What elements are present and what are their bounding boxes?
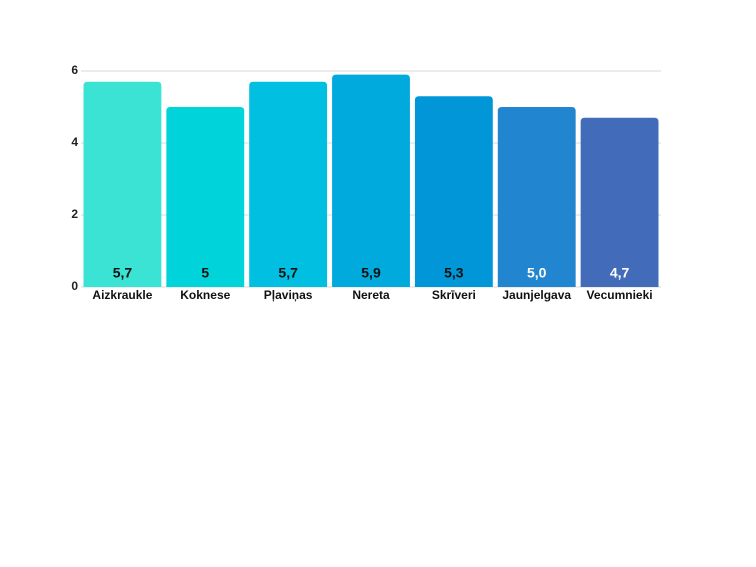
x-tick-label: Nereta [352, 288, 390, 302]
x-tick-label: Aizkraukle [92, 288, 152, 302]
x-tick-label: Koknese [180, 288, 230, 302]
bar [249, 81, 328, 287]
x-tick-label: Jaunjelgava [502, 288, 571, 302]
bar [83, 81, 162, 287]
value-label: 5,3 [444, 265, 464, 281]
y-tick-label: 4 [71, 135, 78, 149]
value-label: 5,7 [278, 265, 298, 281]
bar [580, 117, 659, 287]
bar [497, 107, 576, 287]
y-tick-label: 6 [71, 63, 78, 77]
value-label: 5,0 [527, 265, 547, 281]
x-tick-label: Skrīveri [432, 288, 476, 302]
bar [332, 74, 410, 287]
value-label: 5,9 [361, 265, 381, 281]
value-label: 4,7 [610, 265, 630, 281]
x-tick-label: Vecumnieki [587, 288, 653, 302]
bar [414, 96, 493, 287]
value-label: 5 [201, 265, 209, 281]
x-tick-label: Pļaviņas [264, 288, 313, 302]
bar [166, 107, 245, 287]
value-label: 5,7 [113, 265, 133, 281]
y-tick-label: 2 [71, 207, 78, 221]
y-tick-label: 0 [71, 279, 78, 293]
